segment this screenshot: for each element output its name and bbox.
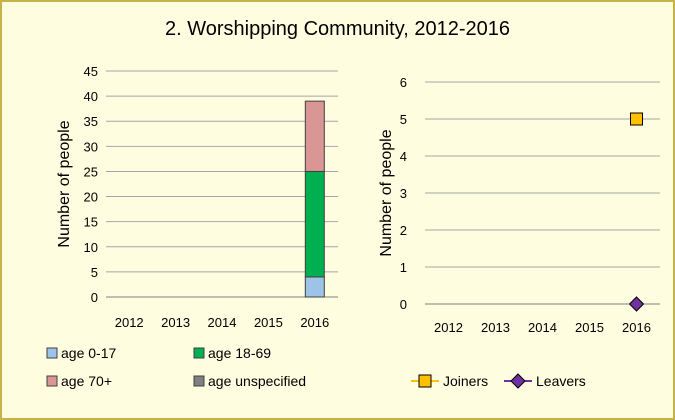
- x-tick-label: 2014: [208, 315, 237, 330]
- x-tick-label: 2016: [622, 320, 651, 335]
- legend-label: age 70+: [61, 373, 112, 389]
- legend-swatch: [46, 347, 58, 359]
- y-tick-label: 15: [84, 215, 98, 230]
- x-tick-label: 2013: [161, 315, 190, 330]
- chart-title: 2. Worshipping Community, 2012-2016: [165, 18, 510, 40]
- y-tick-label: 2: [400, 223, 407, 238]
- legend-swatch: [193, 347, 205, 359]
- y-tick-label: 30: [84, 139, 98, 154]
- y-tick-label: 4: [400, 149, 407, 164]
- y-tick-label: 10: [84, 240, 98, 255]
- data-point: [628, 296, 645, 312]
- legend-swatch: [193, 375, 205, 387]
- legend-marker: [418, 374, 432, 388]
- y-tick-label: 40: [84, 89, 98, 104]
- y-tick-label: 25: [84, 164, 98, 179]
- legend-label: age 0-17: [61, 345, 116, 361]
- y-tick-label: 1: [400, 260, 407, 275]
- legend-label: age unspecified: [208, 373, 306, 389]
- x-tick-label: 2016: [300, 315, 329, 330]
- y-tick-label: 20: [84, 190, 98, 205]
- y-tick-label: 6: [400, 75, 407, 90]
- y-tick-label: 45: [84, 64, 98, 79]
- x-tick-label: 2015: [575, 320, 604, 335]
- y-tick-label: 35: [84, 114, 98, 129]
- x-tick-label: 2012: [434, 320, 463, 335]
- x-tick-label: 2014: [528, 320, 557, 335]
- age-breakdown-chart: 0 5 10 15 20 25 30 35 40 45 2012 2013 2014 2015 2016 Nu…: [46, 64, 338, 389]
- bar-segment: [304, 100, 325, 172]
- y-tick-label: 5: [91, 265, 98, 280]
- y-axis-title: Number of people: [378, 129, 395, 256]
- legend-label: Joiners: [443, 373, 488, 389]
- legend-swatch: [46, 375, 58, 387]
- y-tick-label: 5: [400, 112, 407, 127]
- legend-label: Leavers: [536, 373, 586, 389]
- y-tick-label: 3: [400, 186, 407, 201]
- y-tick-label: 0: [91, 290, 98, 305]
- y-tick-label: 0: [400, 297, 407, 312]
- x-tick-label: 2015: [254, 315, 283, 330]
- legend-marker: [510, 373, 526, 389]
- data-point: [630, 112, 643, 126]
- x-tick-label: 2013: [481, 320, 510, 335]
- x-tick-label: 2012: [115, 315, 144, 330]
- legend-label: age 18-69: [208, 345, 271, 361]
- y-axis-title: Number of people: [56, 120, 73, 247]
